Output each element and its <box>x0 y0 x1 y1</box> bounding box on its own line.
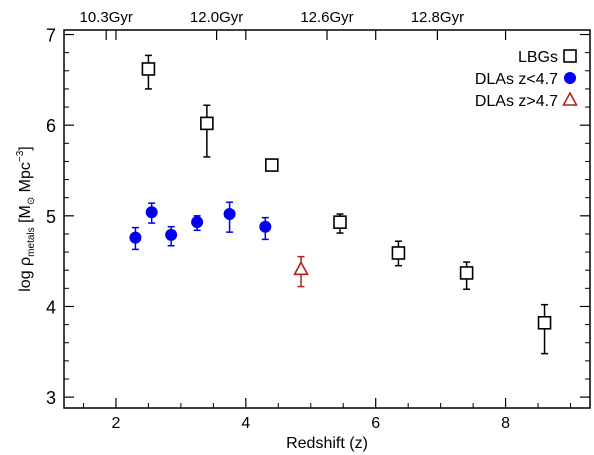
legend-marker <box>562 91 578 106</box>
data-point <box>537 303 552 355</box>
point-marker <box>333 215 347 229</box>
data-point <box>259 216 272 241</box>
data-point <box>141 54 156 90</box>
legend-label: DLAs z<4.7 <box>475 71 558 88</box>
legend-marker <box>563 49 577 63</box>
point-marker <box>391 246 406 260</box>
y-axis-label: log ρmetals [M⊙ Mpc−3] <box>15 146 37 292</box>
data-point <box>129 226 142 251</box>
top-axis-labels: 10.3Gyr 12.0Gyr 12.6Gyr 12.8Gyr <box>80 9 465 26</box>
data-points <box>129 54 552 355</box>
y-tick-label: 6 <box>46 116 56 136</box>
x-tick-label: 2 <box>111 415 120 432</box>
y-label-rho-subscript: metals <box>26 227 37 256</box>
y-tick-label: 3 <box>46 388 56 408</box>
point-marker <box>145 206 158 219</box>
point-marker <box>129 231 142 244</box>
y-label-bracket-close: ] <box>17 146 34 150</box>
data-point <box>200 104 214 158</box>
point-marker <box>293 260 309 276</box>
data-point <box>333 213 347 234</box>
y-label-rho: ρ <box>17 257 34 266</box>
legend-marker <box>564 72 576 84</box>
data-point <box>223 201 236 233</box>
point-marker <box>223 208 236 221</box>
data-point <box>191 215 204 232</box>
point-marker <box>165 228 178 241</box>
legend: LBGs DLAs z<4.7 DLAs z>4.7 <box>475 49 578 110</box>
x-tick-label: 4 <box>241 415 250 432</box>
data-point <box>459 261 474 291</box>
x-tick-label: 6 <box>371 415 380 432</box>
y-label-bracket-open: [M <box>17 205 34 227</box>
axis-ticks <box>64 30 590 408</box>
y-label-exponent: −3 <box>15 150 26 162</box>
legend-label: LBGs <box>518 49 558 66</box>
point-marker <box>200 116 214 131</box>
data-point <box>265 158 279 172</box>
data-point <box>145 202 158 224</box>
top-axis-label: 12.8Gyr <box>411 9 464 26</box>
data-point <box>165 225 178 247</box>
y-tick-label: 4 <box>46 297 56 317</box>
data-point <box>391 240 406 267</box>
point-marker <box>459 266 474 280</box>
data-point <box>293 255 309 288</box>
axis-tick-labels: 2 4 6 8 3 4 5 6 7 <box>46 26 510 432</box>
y-tick-label: 7 <box>46 26 56 46</box>
x-tick-label: 8 <box>501 415 510 432</box>
point-marker <box>265 158 279 172</box>
point-marker <box>259 220 272 233</box>
y-tick-label: 5 <box>46 207 56 227</box>
legend-label: DLAs z>4.7 <box>475 93 558 110</box>
y-label-log: log <box>17 270 34 291</box>
x-axis-label: Redshift (z) <box>286 435 368 452</box>
point-marker <box>537 315 552 330</box>
point-marker <box>191 216 204 229</box>
point-marker <box>141 62 156 76</box>
y-label-sun-symbol: ⊙ <box>26 197 37 205</box>
top-axis-label: 10.3Gyr <box>80 9 133 26</box>
y-label-unit: Mpc <box>17 162 34 197</box>
top-axis-label: 12.0Gyr <box>190 9 243 26</box>
top-axis-label: 12.6Gyr <box>300 9 353 26</box>
